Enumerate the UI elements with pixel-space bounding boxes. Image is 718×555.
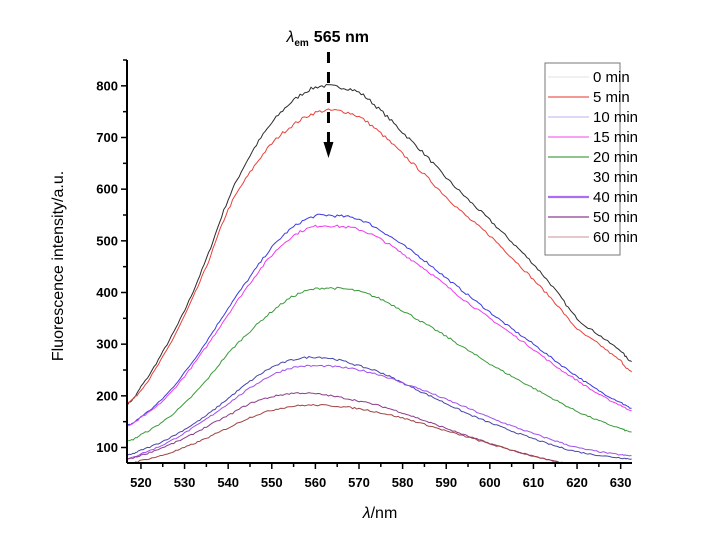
x-tick-label: 610: [523, 475, 545, 490]
y-tick-label: 500: [96, 233, 118, 248]
x-tick-label: 620: [566, 475, 588, 490]
x-tick-label: 530: [174, 475, 196, 490]
y-tick-label: 800: [96, 78, 118, 93]
series-line-30-min: [127, 356, 632, 460]
x-tick-label: 570: [348, 475, 370, 490]
legend-item: 30 min: [593, 169, 638, 186]
legend-item: 15 min: [548, 129, 638, 146]
legend-label: 30 min: [593, 169, 638, 186]
legend-label: 10 min: [593, 109, 638, 126]
legend-item: 40 min: [548, 189, 638, 206]
y-tick-label: 700: [96, 130, 118, 145]
y-tick-label: 400: [96, 285, 118, 300]
series-line-20-min: [127, 286, 632, 442]
x-tick-label: 600: [479, 475, 501, 490]
y-tick-label: 300: [96, 337, 118, 352]
legend-item: 50 min: [548, 209, 638, 226]
x-axis-title-unit: /nm: [371, 505, 398, 522]
legend-item: 10 min: [548, 109, 638, 126]
x-tick-label: 630: [610, 475, 632, 490]
legend: 0 min 5 min 10 min 15 min 20 min 30 min 40 min…: [544, 62, 638, 256]
annotation-subscript: em: [294, 38, 309, 49]
legend-label: 50 min: [593, 209, 638, 226]
y-tick-label: 600: [96, 182, 118, 197]
legend-label: 20 min: [593, 149, 638, 166]
y-tick-label: 100: [96, 440, 118, 455]
x-axis-title-symbol: λ: [362, 505, 371, 522]
legend-item: 0 min: [548, 69, 630, 86]
annotation-value: 565 nm: [314, 29, 369, 46]
series-line-10-min: [127, 213, 632, 426]
series-line-50-min: [127, 392, 573, 464]
series-line-60-min: [127, 403, 572, 464]
annotation-label: λem 565 nm: [285, 29, 368, 49]
legend-item: 5 min: [548, 89, 630, 106]
emission-annotation: λem 565 nm: [285, 29, 369, 158]
series-layer: [127, 83, 632, 464]
legend-label: 5 min: [593, 89, 630, 106]
x-axis-title: λ/nm: [362, 505, 398, 522]
series-line-40-min: [127, 364, 632, 460]
axes-layer: 100 200 300 400 500 600 700 800 520 530 540 550 560 5…: [96, 59, 632, 490]
series-line-0-min: [127, 83, 632, 405]
y-tick-label: 200: [96, 388, 118, 403]
x-tick-label: 560: [305, 475, 327, 490]
legend-label: 15 min: [593, 129, 638, 146]
x-tick-label: 580: [392, 475, 414, 490]
series-line-15-min: [127, 224, 632, 427]
series-line-5-min: [127, 108, 632, 404]
x-tick-label: 550: [261, 475, 283, 490]
legend-label: 60 min: [593, 229, 638, 246]
legend-label: 40 min: [593, 189, 638, 206]
legend-label: 0 min: [593, 69, 630, 86]
x-tick-label: 590: [435, 475, 457, 490]
legend-item: 20 min: [548, 149, 638, 166]
annotation-symbol: λ: [285, 29, 294, 46]
legend-item: 60 min: [548, 229, 638, 246]
x-tick-label: 540: [217, 475, 239, 490]
annotation-arrowhead-icon: [323, 142, 334, 158]
y-axis-title: Fluorescence intensity/a.u.: [50, 171, 67, 361]
x-tick-label: 520: [130, 475, 152, 490]
legend-box: [544, 62, 621, 256]
